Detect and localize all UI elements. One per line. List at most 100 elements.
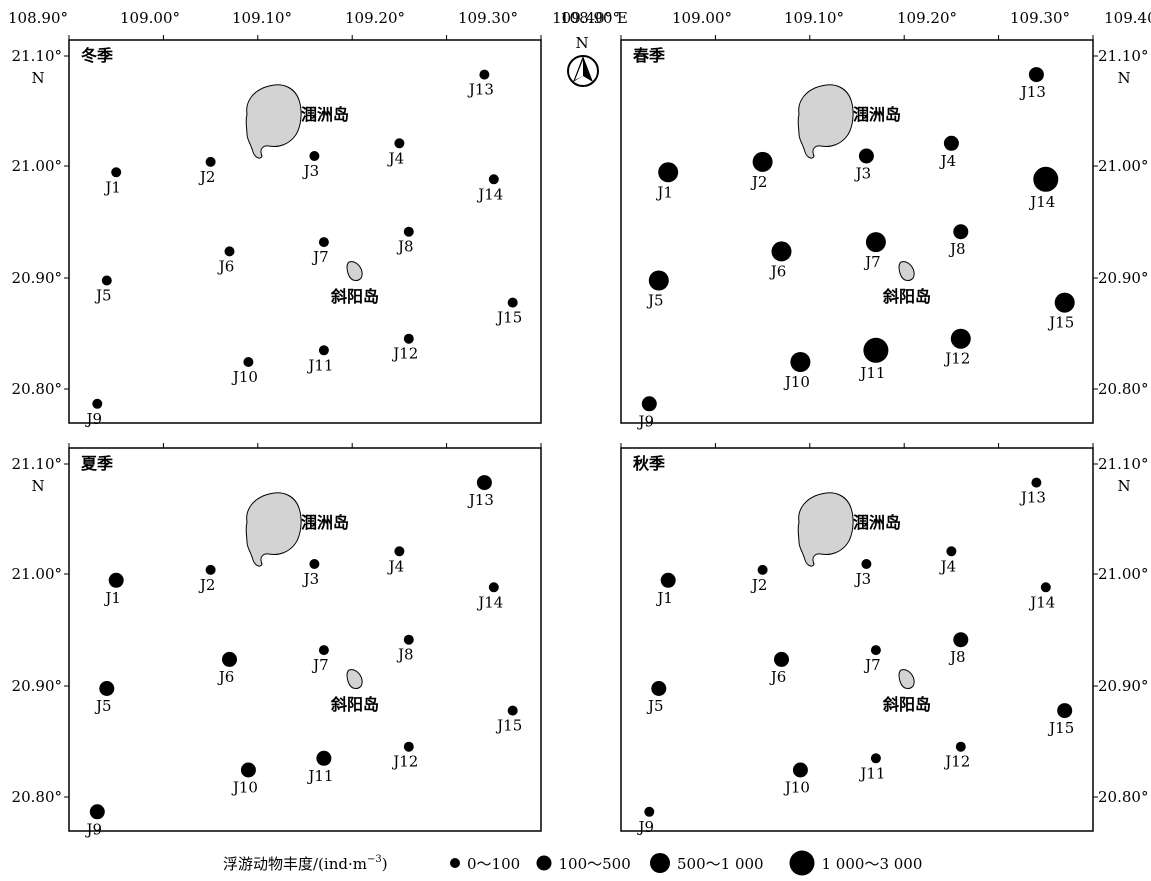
station-label-j1: J1	[103, 178, 121, 196]
lon-tick-label: 109.30°	[1010, 9, 1070, 27]
station-label-j7: J7	[863, 656, 881, 674]
station-marker-j5	[101, 275, 112, 286]
station-label-j13: J13	[467, 81, 494, 99]
station-marker-j11	[316, 750, 332, 766]
lat-tick-label: 21.00°	[1098, 157, 1148, 175]
station-label-j13: J13	[1019, 489, 1046, 507]
station-label-j10: J10	[783, 373, 810, 391]
station-marker-j2	[205, 156, 216, 167]
xieyang-island-shape	[898, 669, 915, 689]
station-marker-j10	[792, 762, 808, 778]
station-label-j12: J12	[943, 753, 970, 771]
lat-tick-label: 20.80°	[12, 788, 62, 806]
station-label-j15: J15	[495, 309, 522, 327]
station-marker-j15	[507, 705, 518, 716]
station-label-j1: J1	[655, 589, 673, 607]
legend-marker-2	[536, 855, 552, 871]
station-marker-j6	[771, 241, 792, 262]
station-marker-j11	[870, 753, 881, 764]
legend-marker-4	[789, 850, 815, 876]
station-label-j6: J6	[217, 668, 235, 686]
lon-tick-label: 108.90°	[8, 9, 68, 27]
station-marker-j12	[403, 333, 414, 344]
station-marker-j10	[240, 762, 256, 778]
station-marker-j12	[403, 741, 414, 752]
weizhou-island-shape	[245, 84, 302, 159]
station-label-j4: J4	[939, 152, 957, 170]
lat-tick-label: 20.90°	[12, 677, 62, 695]
lat-tick-label: 20.90°	[12, 269, 62, 287]
weizhou-island-shape	[797, 84, 854, 159]
station-marker-j5	[648, 270, 669, 291]
legend-item-label: 100～500	[559, 855, 631, 873]
lon-tick-label: 109.40° E	[552, 9, 628, 27]
station-marker-j11	[318, 345, 329, 356]
station-marker-j6	[774, 651, 789, 667]
station-label-j6: J6	[769, 262, 787, 280]
station-marker-j9	[641, 396, 657, 412]
station-label-j14: J14	[1028, 593, 1055, 611]
station-marker-j15	[507, 297, 518, 308]
station-marker-j6	[224, 246, 235, 257]
station-label-j7: J7	[311, 656, 329, 674]
weizhou-island-label: 涠洲岛	[301, 513, 349, 532]
station-label-j14: J14	[476, 185, 503, 203]
station-label-j8: J8	[948, 648, 966, 666]
north-arrow-label: N	[575, 34, 588, 52]
station-marker-j12	[950, 328, 971, 349]
station-marker-j15	[1054, 292, 1075, 313]
right-latitude-axis: 21.10° N 21.00° 20.90° 20.80° 21.10° N 21.00° 20…	[1098, 47, 1148, 806]
station-marker-j7	[318, 237, 329, 248]
station-label-j12: J12	[391, 345, 418, 363]
station-marker-j14	[488, 582, 499, 593]
station-label-j5: J5	[94, 287, 112, 305]
season-title: 秋季	[633, 454, 666, 473]
lon-tick-label: 109.10°	[232, 9, 292, 27]
station-label-j3: J3	[854, 165, 872, 183]
station-marker-j9	[89, 804, 105, 820]
station-label-j3: J3	[302, 570, 320, 588]
xieyang-island-shape	[346, 261, 363, 281]
lat-tick-label: 21.00°	[12, 565, 62, 583]
station-label-j9: J9	[85, 820, 103, 838]
lat-tick-label: 21.10°	[1098, 455, 1148, 473]
station-marker-j7	[865, 232, 886, 253]
weizhou-island-label: 涠洲岛	[853, 105, 901, 124]
station-label-j14: J14	[476, 593, 503, 611]
left-latitude-axis: 21.10° N 21.00° 20.90° 20.80° 21.10° N 21.00° 20…	[12, 47, 62, 806]
station-marker-j13	[476, 475, 492, 491]
panel-frame	[620, 447, 1094, 832]
station-label-j10: J10	[231, 368, 258, 386]
lat-unit-label: N	[1117, 69, 1130, 87]
station-label-j5: J5	[94, 697, 112, 715]
station-marker-j11	[863, 337, 889, 363]
lon-tick-label: 109.30°	[458, 9, 518, 27]
station-label-j4: J4	[387, 557, 405, 575]
station-label-j15: J15	[1047, 314, 1074, 332]
station-label-j13: J13	[467, 491, 494, 509]
station-marker-j14	[1040, 582, 1051, 593]
xieyang-island-label: 斜阳岛	[882, 287, 931, 306]
lat-unit-label: N	[31, 69, 44, 87]
station-label-j6: J6	[217, 257, 235, 275]
station-label-j9: J9	[637, 818, 655, 836]
xieyang-island-label: 斜阳岛	[882, 695, 931, 714]
station-marker-j5	[651, 681, 667, 696]
station-label-j9: J9	[85, 410, 103, 428]
lat-tick-label: 21.10°	[1098, 47, 1148, 65]
lon-tick-label: 109.00°	[120, 9, 180, 27]
station-marker-j1	[658, 162, 679, 183]
weizhou-island-shape	[245, 492, 302, 567]
station-marker-j4	[943, 135, 959, 151]
station-marker-j8	[953, 224, 969, 240]
station-marker-j4	[394, 546, 405, 557]
station-label-j5: J5	[646, 697, 664, 715]
legend-item-label: 1 000～3 000	[822, 855, 923, 873]
season-title: 冬季	[81, 46, 114, 65]
station-label-j8: J8	[948, 240, 966, 258]
weizhou-island-label: 涠洲岛	[301, 105, 349, 124]
